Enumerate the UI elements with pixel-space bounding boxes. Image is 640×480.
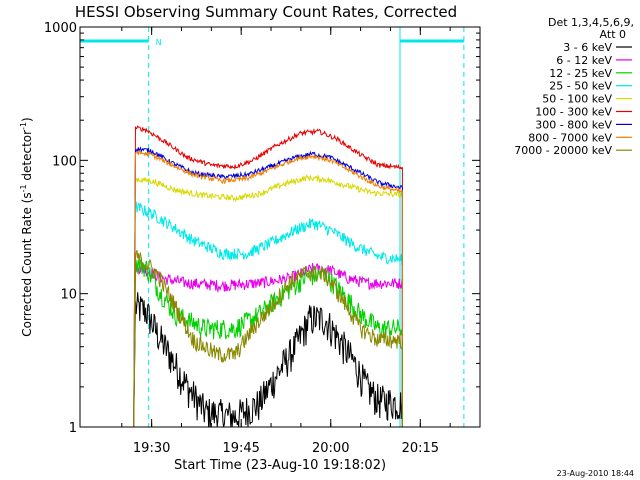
legend-label: 25 - 50 keV: [549, 80, 612, 93]
x-axis: 19:30 19:45 20:00 20:15: [121, 27, 451, 456]
chart-title: HESSI Observing Summary Count Rates, Cor…: [75, 3, 457, 21]
y-tick-label: 1: [69, 421, 77, 436]
series-line: [133, 261, 403, 428]
legend-label: 50 - 100 keV: [542, 93, 612, 106]
y-tick-label: 1000: [44, 21, 77, 36]
x-tick-label: 19:45: [222, 441, 259, 456]
legend-header-2: Att 0: [600, 28, 626, 41]
series-line: [133, 124, 403, 428]
x-tick-label: 19:30: [133, 441, 170, 456]
legend-label: 100 - 300 keV: [535, 106, 612, 119]
legend-label: 800 - 7000 keV: [528, 131, 612, 144]
legend-label: 7000 - 20000 keV: [514, 144, 612, 157]
series-line: [133, 146, 403, 428]
series-line: [133, 201, 403, 428]
series-line: [133, 149, 403, 428]
legend-header: Det 1,3,4,5,6,9,: [548, 16, 634, 29]
night-marker-label: N: [156, 38, 162, 47]
y-axis-label: Corrected Count Rate (s-1 detector-1): [19, 117, 34, 336]
y-tick-label: 100: [52, 154, 77, 169]
plot-frame: [79, 26, 481, 428]
x-tick-label: 20:00: [312, 441, 349, 456]
legend-label: 12 - 25 keV: [549, 67, 612, 80]
x-tick-label: 20:15: [402, 441, 439, 456]
plot-area: N: [79, 27, 465, 428]
legend-label: 3 - 6 keV: [563, 41, 612, 54]
x-axis-label: Start Time (23-Aug-10 19:18:02): [174, 458, 386, 473]
legend-label: 6 - 12 keV: [556, 54, 612, 67]
series-line: [133, 250, 403, 428]
legend-label: 300 - 800 keV: [535, 118, 612, 131]
series-line: [133, 174, 403, 428]
y-tick-label: 10: [60, 288, 77, 303]
timestamp: 23-Aug-2010 18:44: [557, 469, 634, 478]
series-line: [133, 292, 403, 428]
y-axis: 1 10 100 1000: [44, 21, 480, 436]
